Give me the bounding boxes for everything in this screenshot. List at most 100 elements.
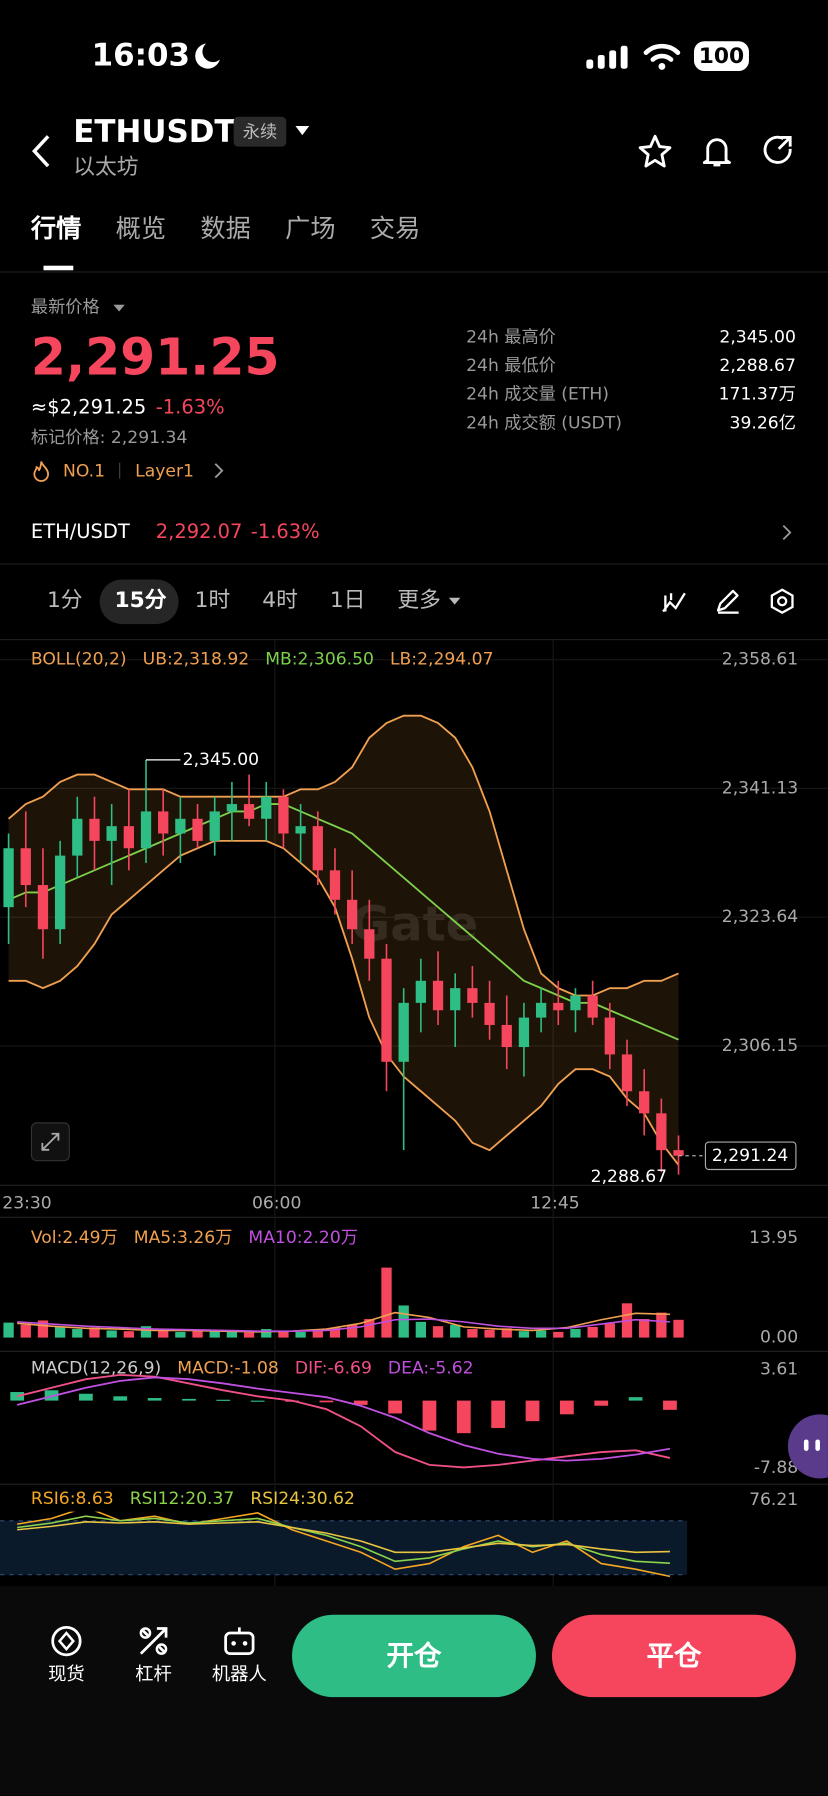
volume-bar [312,1329,323,1338]
volume-bar [501,1328,512,1338]
expand-button[interactable] [30,1122,70,1162]
candle-body [106,826,117,841]
volume-bar [484,1329,495,1338]
volume-bar [535,1330,547,1338]
boll-lower [8,839,680,1166]
y-tick-label: 3.61 [760,1360,798,1380]
macd-bar [525,1400,540,1422]
volume-bar [226,1331,238,1338]
volume-bar [3,1322,14,1338]
spot-icon[interactable] [49,1624,83,1658]
volume-bar [432,1326,444,1338]
volume-bar [467,1329,478,1338]
volume-bar [346,1324,358,1338]
legend-item: MB:2,306.50 [265,650,374,670]
chevron[interactable] [781,523,792,541]
indicator-icon[interactable] [661,589,688,614]
stat-label: 24h 成交额 (USDT) [466,412,622,433]
nav-label[interactable]: 现货 [48,1662,85,1685]
macd-bar [216,1399,231,1401]
volume-bar [72,1329,83,1338]
candle-body [175,818,186,834]
share-icon[interactable] [760,133,797,170]
sector[interactable]: Layer1 [135,460,194,481]
candle-body [20,848,31,886]
floating-assistant[interactable] [787,1414,828,1479]
candle-body [295,826,306,834]
candle-body [639,1091,650,1114]
tab[interactable]: 数据 [200,215,251,244]
macd-bar [79,1393,93,1401]
candle-body [209,811,220,841]
volume-bar [243,1332,255,1338]
legend-item: MA10:2.20万 [248,1228,358,1248]
coin-name: 以太坊 [73,154,139,180]
legend-item: RSI6:8.63 [31,1489,114,1509]
divider [0,639,828,641]
tab[interactable]: 广场 [285,215,336,244]
mark-price: 标记价格: 2,291.34 [30,427,188,448]
candle-body [450,988,461,1011]
interval[interactable]: 1时 [194,587,231,613]
open-position-button[interactable]: 开仓 [292,1614,536,1698]
volume-bar [37,1320,49,1338]
contract-badge: 永续 [233,116,287,147]
favorite-icon[interactable] [637,133,674,170]
interval[interactable]: 4时 [262,587,298,613]
bot-icon[interactable] [222,1624,256,1658]
settings-icon[interactable] [768,587,795,614]
stat-value: 2,345.00 [719,326,796,347]
volume-bar [329,1327,341,1338]
macd-bar [594,1400,609,1406]
legend: Vol:2.49万 MA5:3.26万 MA10:2.20万 [31,1228,358,1248]
macd-bar [113,1396,128,1401]
volume-bar [553,1331,564,1338]
tab[interactable]: 交易 [369,215,421,244]
draw-icon[interactable] [715,589,742,614]
macd-bar [319,1400,334,1403]
stat-label: 24h 最低价 [466,355,556,376]
y-tick-label: 2,323.64 [722,907,798,927]
back-button[interactable] [27,133,54,170]
nav-label[interactable]: 杠杆 [135,1662,172,1685]
macd-bar [560,1400,574,1415]
candle-body [621,1054,633,1092]
margin-icon[interactable] [136,1624,170,1658]
volume-bar [604,1323,615,1338]
low-label: 2,288.67 [591,1167,667,1187]
usd-price: ≈$2,291.25 [30,396,147,420]
y-tick-label: 2,358.61 [722,650,798,670]
candle-body [518,1017,530,1048]
dropdown-icon[interactable] [113,304,125,313]
volume-bar [54,1326,66,1338]
alert-icon[interactable] [699,133,736,170]
y-tick-label: 2,341.13 [722,778,798,798]
rank[interactable]: NO.1 [62,460,106,481]
nav-label[interactable]: 机器人 [211,1662,267,1685]
legend: RSI6:8.63 RSI12:20.37 RSI24:30.62 [31,1489,355,1509]
interval[interactable]: 1日 [329,587,366,613]
candle-body [243,804,255,819]
candle-body [673,1150,684,1156]
candle-body [432,980,444,1011]
legend-item: Vol:2.49万 [31,1228,118,1248]
interval[interactable]: 15分 [114,587,167,613]
flame-icon [33,461,50,482]
macd-bar [182,1398,196,1401]
dropdown-icon[interactable] [448,597,461,605]
candle-body [37,885,49,930]
divider [0,271,828,273]
legend-item: LB:2,294.07 [390,650,494,670]
candle-body [140,811,152,849]
tab[interactable]: 行情 [30,215,82,244]
interval[interactable]: 1分 [46,587,83,613]
interval[interactable]: 更多 [397,587,441,613]
volume-ma10 [17,1318,670,1332]
spot-pair[interactable]: ETH/USDT [30,521,130,544]
high-label: 2,345.00 [183,750,259,770]
candle-body [72,818,83,856]
dropdown-icon[interactable] [294,125,310,136]
close-position-button[interactable]: 平仓 [551,1614,796,1698]
last-price-label: 2,291.24 [712,1146,788,1166]
tab[interactable]: 概览 [115,215,167,244]
